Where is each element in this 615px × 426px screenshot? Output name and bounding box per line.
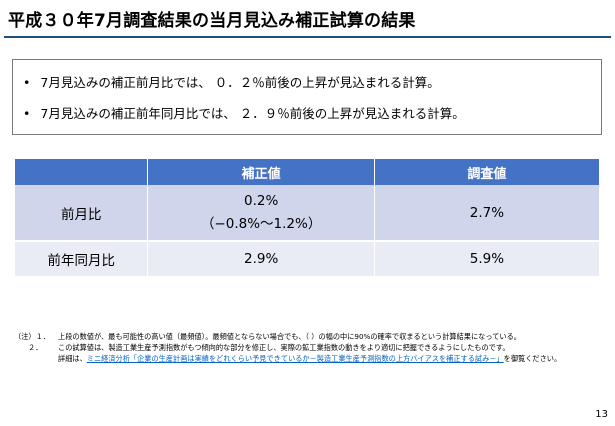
note-2-text: この試算値は、製造工業生産予測指数がもつ傾向的な部分を修正し、実際の鉱工業指数の… (58, 343, 510, 352)
summary-bullet-1: • 7月見込みの補正前月比では、 ０．２％前後の上昇が見込まれる計算。 (23, 72, 440, 91)
cell-chosa-mom: 2.7% (374, 185, 599, 242)
summary-text-1: 7月見込みの補正前月比では、 ０．２％前後の上昇が見込まれる計算。 (40, 75, 440, 90)
title-divider (4, 36, 611, 38)
row-label-mom: 前月比 (15, 185, 149, 242)
table-header-row: 補正値 調査値 (15, 159, 599, 185)
row-label-yoy: 前年同月比 (15, 241, 149, 276)
note-1-text: 上段の数値が、最も可能性の高い値（最頻値）。最頻値とならない場合でも、（ ）の幅… (58, 332, 521, 341)
bullet-dot-icon: • (23, 75, 31, 90)
note-2-detail-prefix: 詳細は、 (58, 354, 87, 363)
note-2: ２． この試算値は、製造工業生産予測指数がもつ傾向的な部分を修正し、実際の鉱工業… (14, 342, 574, 364)
note-2-detail-suffix: を御覧ください。 (503, 354, 562, 363)
summary-box: • 7月見込みの補正前月比では、 ０．２％前後の上昇が見込まれる計算。 • 7月見込… (12, 59, 602, 135)
cell-chosa-yoy: 5.9% (374, 241, 599, 276)
header-chosa: 調査値 (374, 159, 599, 185)
mini-analysis-link[interactable]: ミニ経済分析「企業の生産計画は実績をどれくらい予見できているか－製造工業生産予測… (86, 354, 504, 363)
hosei-range-mom: （−0.8%〜1.2%） (200, 216, 322, 232)
note-1: （注）１． 上段の数値が、最も可能性の高い値（最頻値）。最頻値とならない場合でも… (14, 331, 574, 342)
page-title: 平成３０年7月調査結果の当月見込み補正試算の結果 (8, 11, 416, 31)
summary-text-2: 7月見込みの補正前年同月比では、 ２．９％前後の上昇が見込まれる計算。 (40, 106, 465, 121)
note-2-prefix: ２． (28, 343, 43, 352)
header-empty-cell (15, 159, 149, 185)
note-1-prefix: （注）１． (14, 332, 50, 341)
footnotes: （注）１． 上段の数値が、最も可能性の高い値（最頻値）。最頻値とならない場合でも… (14, 331, 574, 364)
cell-hosei-yoy: 2.9% (147, 241, 375, 276)
summary-bullet-2: • 7月見込みの補正前年同月比では、 ２．９％前後の上昇が見込まれる計算。 (23, 103, 465, 122)
table-row-mom: 前月比 0.2% （−0.8%〜1.2%） 2.7% (15, 185, 599, 242)
header-hosei: 補正値 (147, 159, 375, 185)
cell-hosei-mom: 0.2% （−0.8%〜1.2%） (147, 185, 375, 242)
page-number: 13 (595, 409, 608, 420)
hosei-value-mom: 0.2% (243, 193, 279, 209)
table-row-yoy: 前年同月比 2.9% 5.9% (15, 241, 599, 276)
bullet-dot-icon: • (23, 106, 31, 121)
result-table: 補正値 調査値 前月比 0.2% （−0.8%〜1.2%） 2.7% 前年同月比… (15, 159, 599, 276)
